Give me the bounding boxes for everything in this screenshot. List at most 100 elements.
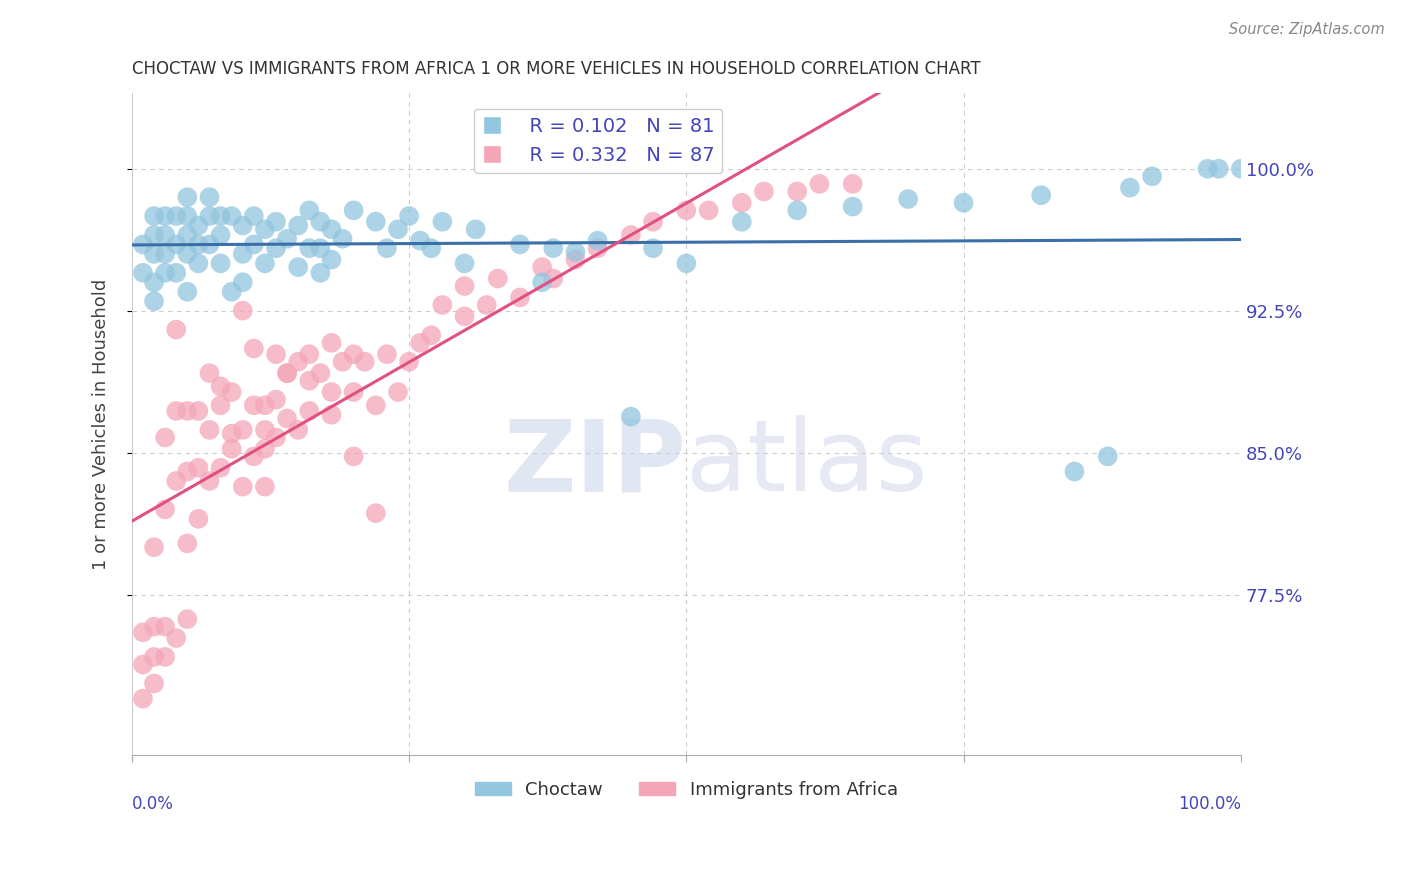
Point (1119, 180, 1142, 194)
Point (786, 185, 808, 199)
Point (1230, 161, 1253, 176)
Point (287, 355, 309, 369)
Point (176, 285, 198, 299)
Point (143, 540, 166, 554)
Point (165, 322, 187, 336)
Point (475, 298, 498, 312)
Point (165, 474, 187, 488)
Point (464, 222, 486, 236)
Point (432, 215, 454, 229)
Point (786, 203, 808, 218)
Point (187, 460, 209, 475)
Point (332, 232, 354, 246)
Point (586, 234, 609, 248)
Point (453, 310, 475, 324)
Point (153, 620, 176, 634)
Point (309, 241, 332, 255)
Point (209, 227, 232, 242)
Point (364, 506, 387, 520)
Point (841, 200, 863, 214)
Point (253, 398, 276, 412)
Point (387, 222, 409, 236)
Point (264, 215, 287, 229)
Point (176, 536, 198, 550)
Point (697, 203, 720, 218)
Point (198, 474, 221, 488)
Point (187, 404, 209, 418)
Point (309, 215, 332, 229)
Point (276, 366, 298, 380)
Point (531, 275, 554, 289)
Point (541, 241, 564, 255)
Point (221, 384, 243, 399)
Point (364, 398, 387, 412)
Point (198, 190, 221, 204)
Point (153, 227, 176, 242)
Y-axis label: 1 or more Vehicles in Household: 1 or more Vehicles in Household (93, 278, 110, 570)
Point (253, 423, 276, 437)
Point (232, 303, 254, 318)
Point (375, 241, 398, 255)
Point (287, 219, 309, 233)
Point (165, 237, 187, 252)
Point (243, 342, 266, 356)
Point (132, 266, 155, 280)
Point (343, 203, 366, 218)
Point (353, 355, 375, 369)
Point (232, 219, 254, 233)
Point (198, 423, 221, 437)
Point (253, 256, 276, 270)
Point (143, 649, 166, 664)
Point (253, 442, 276, 456)
Point (132, 691, 155, 706)
Point (752, 185, 775, 199)
Point (343, 450, 366, 464)
Point (731, 215, 754, 229)
Point (143, 227, 166, 242)
Point (243, 209, 266, 223)
Point (243, 237, 266, 252)
Point (253, 480, 276, 494)
Point (298, 203, 321, 218)
Text: 100.0%: 100.0% (1178, 795, 1241, 814)
Point (1063, 465, 1085, 479)
Text: ZIP: ZIP (503, 416, 686, 512)
Point (198, 237, 221, 252)
Point (276, 366, 298, 380)
Point (1208, 161, 1230, 176)
Point (620, 409, 643, 424)
Point (198, 366, 221, 380)
Point (675, 203, 697, 218)
Point (641, 241, 664, 255)
Point (232, 247, 254, 261)
Point (432, 298, 454, 312)
Text: Source: ZipAtlas.com: Source: ZipAtlas.com (1229, 22, 1385, 37)
Point (343, 384, 366, 399)
Point (952, 195, 974, 210)
Point (264, 392, 287, 407)
Point (165, 631, 187, 645)
Point (321, 335, 343, 350)
Point (264, 347, 287, 361)
Point (132, 237, 155, 252)
Point (409, 335, 432, 350)
Point (176, 190, 198, 204)
Point (153, 430, 176, 444)
Text: 0.0%: 0.0% (132, 795, 174, 814)
Point (232, 480, 254, 494)
Point (176, 465, 198, 479)
Point (398, 209, 420, 223)
Point (287, 423, 309, 437)
Point (143, 209, 166, 223)
Point (486, 271, 509, 285)
Point (398, 355, 420, 369)
Point (132, 625, 155, 640)
Point (321, 222, 343, 236)
Point (564, 245, 586, 260)
Text: atlas: atlas (686, 416, 928, 512)
Point (153, 266, 176, 280)
Point (586, 241, 609, 255)
Point (420, 328, 443, 343)
Point (321, 384, 343, 399)
Point (309, 266, 332, 280)
